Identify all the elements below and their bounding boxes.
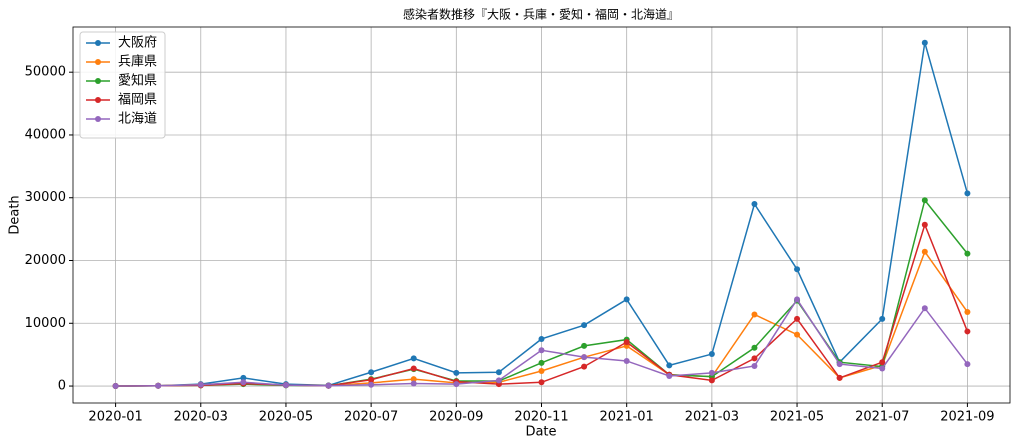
- data-point: [708, 377, 715, 384]
- x-tick-label: 2021-01: [600, 410, 654, 425]
- data-point: [368, 376, 375, 383]
- legend-label: 兵庫県: [118, 55, 157, 70]
- y-tick-label: 20000: [25, 253, 66, 268]
- data-point: [410, 376, 417, 383]
- data-point: [240, 379, 247, 386]
- data-point: [623, 339, 630, 346]
- legend-marker: [95, 78, 101, 84]
- data-point: [538, 379, 545, 386]
- data-point: [751, 362, 758, 369]
- x-tick-label: 2021-05: [770, 410, 824, 425]
- data-point: [794, 266, 801, 273]
- data-point: [155, 382, 162, 389]
- data-point: [623, 296, 630, 303]
- data-point: [708, 369, 715, 376]
- x-tick-label: 2020-01: [88, 410, 142, 425]
- legend-marker: [95, 40, 101, 46]
- data-point: [879, 365, 886, 372]
- data-point: [794, 331, 801, 338]
- data-point: [453, 369, 460, 376]
- data-point: [282, 382, 289, 389]
- data-point: [964, 250, 971, 257]
- data-point: [921, 221, 928, 228]
- x-tick-label: 2021-09: [940, 410, 994, 425]
- data-point: [240, 374, 247, 381]
- legend-label: 愛知県: [118, 73, 157, 89]
- legend-box: [79, 31, 166, 139]
- data-point: [538, 367, 545, 374]
- data-point: [581, 342, 588, 349]
- y-tick-label: 30000: [25, 190, 66, 205]
- data-point: [964, 308, 971, 315]
- data-point: [751, 311, 758, 318]
- data-point: [921, 305, 928, 312]
- data-point: [410, 365, 417, 372]
- data-point: [197, 381, 204, 388]
- legend-label: 福岡県: [118, 93, 157, 108]
- data-point: [964, 328, 971, 335]
- data-point: [666, 373, 673, 380]
- chart-title: 感染者数推移『大阪・兵庫・愛知・福岡・北海道』: [403, 7, 679, 22]
- x-axis-label: Date: [525, 425, 556, 440]
- data-point: [325, 382, 332, 389]
- legend-label: 大阪府: [118, 36, 157, 51]
- x-tick-label: 2020-09: [429, 410, 483, 425]
- legend-marker: [95, 59, 101, 65]
- y-tick-label: 0: [58, 379, 66, 394]
- data-point: [921, 39, 928, 46]
- data-point: [921, 248, 928, 255]
- x-tick-label: 2020-11: [514, 410, 568, 425]
- plot-frame: [72, 26, 1011, 404]
- x-tick-label: 2021-07: [855, 410, 909, 425]
- data-point: [495, 377, 502, 384]
- data-point: [538, 359, 545, 366]
- y-tick-label: 50000: [25, 65, 66, 80]
- legend-label: 北海道: [118, 112, 157, 127]
- legend-marker: [95, 97, 101, 103]
- data-point: [751, 355, 758, 362]
- x-tick-label: 2020-05: [259, 410, 313, 425]
- data-point: [794, 315, 801, 322]
- data-point: [751, 344, 758, 351]
- data-point: [495, 369, 502, 376]
- x-tick-label: 2021-03: [685, 410, 739, 425]
- y-tick-label: 40000: [25, 127, 66, 142]
- data-point: [410, 380, 417, 387]
- data-point: [879, 315, 886, 322]
- data-point: [368, 369, 375, 376]
- legend-marker: [95, 116, 101, 122]
- data-point: [751, 201, 758, 208]
- data-point: [538, 335, 545, 342]
- y-axis-label: Death: [8, 195, 23, 234]
- data-point: [708, 351, 715, 358]
- data-point: [453, 381, 460, 388]
- data-point: [836, 374, 843, 381]
- data-point: [410, 355, 417, 362]
- data-point: [112, 383, 119, 390]
- data-point: [879, 359, 886, 366]
- data-point: [836, 361, 843, 368]
- data-point: [538, 347, 545, 354]
- data-point: [964, 190, 971, 197]
- x-tick-label: 2020-07: [344, 410, 398, 425]
- data-point: [623, 357, 630, 364]
- data-point: [581, 354, 588, 361]
- x-tick-label: 2020-03: [174, 410, 228, 425]
- data-point: [368, 381, 375, 388]
- y-tick-label: 10000: [25, 316, 66, 331]
- data-point: [964, 361, 971, 368]
- data-point: [581, 322, 588, 329]
- data-point: [581, 363, 588, 370]
- data-point: [921, 197, 928, 204]
- data-point: [666, 362, 673, 369]
- data-point: [794, 296, 801, 303]
